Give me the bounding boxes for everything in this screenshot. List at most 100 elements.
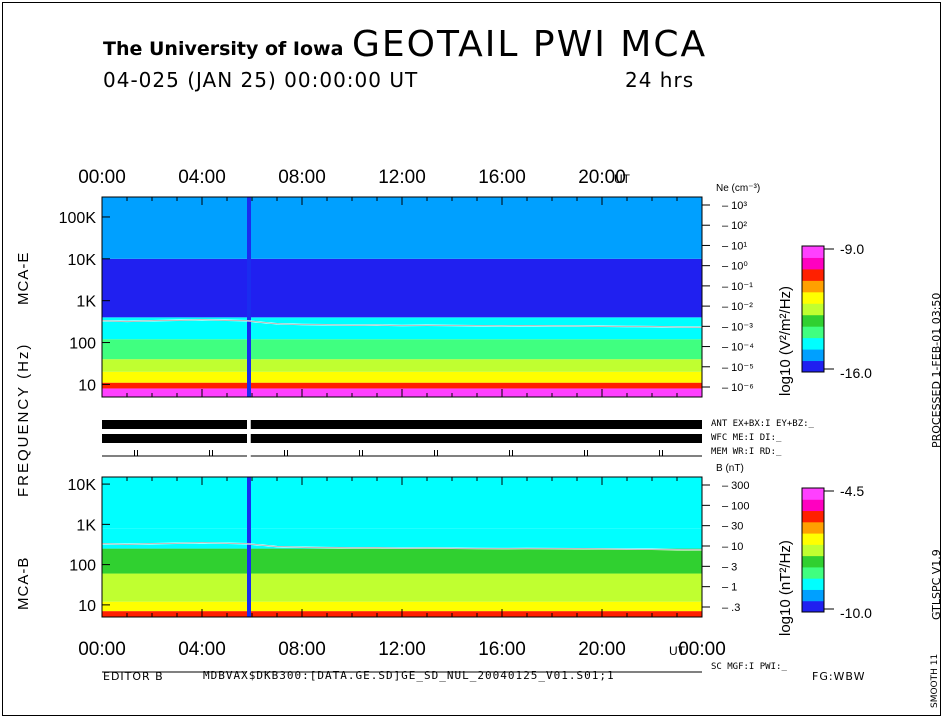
- b-colorbar-segment: [802, 566, 824, 579]
- e-colorbar-label: log10 (V²/m²/Hz): [777, 286, 794, 396]
- mca-e-xtick-label: 00:00: [78, 167, 126, 188]
- b-colorbar-max: -4.5: [840, 483, 864, 499]
- e-colorbar-min: -16.0: [840, 365, 872, 381]
- mca-e-xtick-label: 12:00: [378, 167, 426, 188]
- sc-status: SC MGF:I PWI:_: [711, 662, 787, 672]
- page-title: GEOTAIL PWI MCA: [352, 24, 708, 65]
- e-colorbar-segment: [802, 360, 824, 373]
- mca-b-band: [102, 573, 702, 602]
- mca-e-band: [102, 317, 702, 340]
- mca-e-ytick-label: 1K: [76, 294, 96, 311]
- mca-e-band: [102, 359, 702, 372]
- mca-e-ytick-label: 10K: [68, 252, 97, 269]
- e-colorbar-segment: [802, 257, 824, 270]
- institution-label: The University of Iowa: [103, 38, 344, 60]
- e-colorbar-segment: [802, 303, 824, 316]
- b-colorbar-segment: [802, 499, 824, 512]
- mca-b-ytick-label: 10K: [68, 477, 97, 494]
- mca-e-xtick-label: 08:00: [278, 167, 326, 188]
- mca-b-x-unit: UT: [669, 644, 686, 658]
- b-colorbar-segment: [802, 544, 824, 557]
- b-colorbar-label: log10 (nT²/Hz): [777, 540, 794, 636]
- mca-b-xtick-label: 20:00: [578, 639, 626, 660]
- mca-b-right-tick-label: – 100: [722, 500, 750, 512]
- b-colorbar-segment: [802, 578, 824, 590]
- mca-b-xtick-label: 00:00: [678, 639, 726, 660]
- mca-e-data-gap: [247, 197, 251, 397]
- mca-e-xtick-label: 20:00: [578, 167, 626, 188]
- e-colorbar-segment: [802, 246, 824, 258]
- e-colorbar-segment: [802, 280, 824, 293]
- e-colorbar-max: -9.0: [840, 241, 864, 257]
- mca-b-xtick-label: 08:00: [278, 639, 326, 660]
- mca-e-right-tick-label: – 10¹: [722, 240, 747, 252]
- b-colorbar-segment: [802, 589, 824, 602]
- mca-e-panel-label: MCA-E: [15, 252, 32, 305]
- mca-e-band: [102, 197, 702, 259]
- mca-e-right-tick-label: – 10⁻⁴: [722, 342, 754, 354]
- wfc-status-bar: [102, 434, 247, 443]
- b-colorbar-frame: [801, 487, 825, 613]
- ant-status-bar: [102, 420, 247, 429]
- mca-e-ytick-label: 10: [78, 377, 96, 394]
- mca-b-data-gap: [247, 477, 251, 617]
- mca-e-right-tick-label: – 10³: [722, 200, 747, 212]
- mca-e-ytick-label: 100K: [59, 210, 97, 227]
- mca-b-white-line-edge: [101, 542, 703, 551]
- b-colorbar-segment: [802, 510, 824, 523]
- e-colorbar-segment: [802, 337, 824, 350]
- mca-b-xtick-label: 16:00: [478, 639, 526, 660]
- mca-e-right-tick-label: – 10⁻³: [722, 321, 753, 333]
- mca-e-band: [102, 382, 702, 389]
- mca-b-right-tick-label: – 3: [722, 561, 737, 573]
- e-colorbar-segment: [802, 268, 824, 281]
- e-colorbar-frame: [801, 245, 825, 373]
- b-colorbar-segment: [802, 600, 824, 613]
- b-colorbar-segment: [802, 555, 824, 568]
- mca-e-right-tick-label: – 10⁻²: [722, 301, 753, 313]
- mca-e-right-tick-label: – 10⁻⁶: [722, 382, 754, 394]
- frequency-axis-label: FREQUENCY (Hz): [15, 343, 32, 497]
- mca-e-xtick-label: 04:00: [178, 167, 226, 188]
- mem-status: MEM WR:I RD:_: [711, 447, 782, 457]
- mca-e-band: [102, 371, 702, 383]
- mca-e-ytick-label: 100: [69, 336, 96, 353]
- mca-b-band: [102, 477, 702, 529]
- b-colorbar-segment: [802, 521, 824, 534]
- duration-label: 24 hrs: [625, 68, 695, 92]
- mca-b-xtick-label: 12:00: [378, 639, 426, 660]
- mca-e-white-line-edge: [101, 319, 703, 328]
- mca-b-band: [102, 601, 702, 612]
- e-colorbar-segment: [802, 326, 824, 339]
- b-colorbar-min: -10.0: [840, 605, 872, 621]
- editor-label: EDITOR B: [103, 670, 164, 683]
- mca-b-xtick-label: 00:00: [78, 639, 126, 660]
- e-colorbar-segment: [802, 349, 824, 362]
- b-colorbar-segment: [802, 488, 824, 500]
- mca-e-xtick-label: 16:00: [478, 167, 526, 188]
- mca-b-panel-label: MCA-B: [15, 557, 32, 610]
- mca-b-ytick-label: 1K: [76, 517, 96, 534]
- mca-e-right-tick-label: – 10⁰: [722, 261, 748, 273]
- mca-e-band: [102, 339, 702, 360]
- mca-b-ytick-label: 10: [78, 598, 96, 615]
- mca-b-right-tick-label: – 1: [722, 582, 737, 594]
- ant-status: ANT EX+BX:I EY+BZ:_: [711, 419, 814, 429]
- ant-status-bar: [250, 420, 702, 429]
- wfc-status: WFC ME:I DI:_: [711, 433, 782, 443]
- mca-e-right-tick-label: – 10⁻⁵: [722, 362, 754, 374]
- mca-e-x-unit: UT: [614, 172, 631, 186]
- mca-b-right-tick-label: – 10: [722, 541, 743, 553]
- mca-b-right-tick-label: – 300: [722, 480, 750, 492]
- b-colorbar-segment: [802, 533, 824, 545]
- mca-b-right-tick-label: – .3: [722, 602, 740, 614]
- mca-e-band: [102, 258, 702, 318]
- mca-b-band: [102, 548, 702, 574]
- mca-b-xtick-label: 04:00: [178, 639, 226, 660]
- fg-label: FG:WBW: [812, 670, 866, 683]
- e-colorbar-segment: [802, 291, 824, 304]
- mca-b-right-tick-label: – 30: [722, 521, 743, 533]
- wfc-status-bar: [250, 434, 702, 443]
